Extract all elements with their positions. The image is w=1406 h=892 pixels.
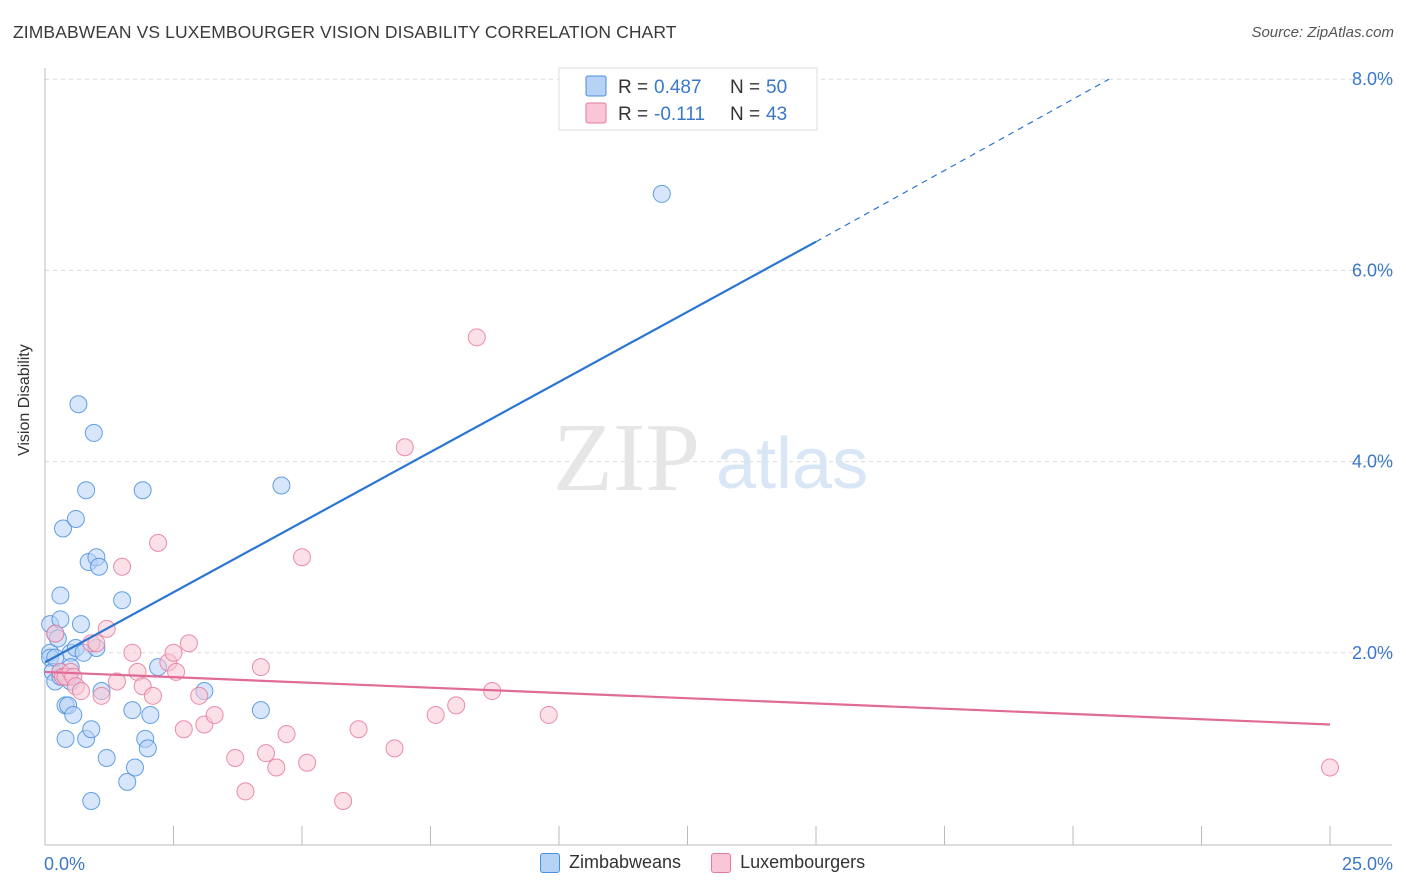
y-tick-label: 8.0% [1352,69,1393,89]
data-point-luxembourger [226,748,245,767]
data-point-zimbabwean [69,395,88,414]
data-point-luxembourger [123,643,142,662]
source-credit[interactable]: Source: ZipAtlas.com [1251,24,1394,41]
data-point-zimbabwean [82,720,101,739]
legend-swatch-pink [711,852,732,873]
legend-swatch-blue [540,852,560,873]
legend-label-luxembourgers: Luxembourgers [740,852,866,872]
legend-label-zimbabweans: Zimbabweans [569,852,682,872]
chart-title: ZIMBABWEAN VS LUXEMBOURGER VISION DISABI… [13,22,677,42]
data-point-luxembourger [143,686,162,705]
data-point-zimbabwean [272,476,291,495]
watermark: ZIP atlas [553,404,868,512]
trendline-zimbabweans [44,240,817,664]
data-point-zimbabwean [118,772,137,791]
data-point-luxembourger [107,672,126,691]
data-point-luxembourger [71,682,90,701]
legend-item-luxembourgers[interactable]: Luxembourgers [711,852,865,873]
data-point-zimbabwean [56,729,75,748]
data-point-zimbabwean [113,591,132,610]
data-point-zimbabwean [53,519,72,538]
data-point-zimbabwean [51,586,70,605]
data-point-luxembourger [298,753,317,772]
stats-r-label: R = [618,77,648,98]
data-point-luxembourger [257,744,276,763]
data-point-zimbabwean [66,509,85,528]
data-point-luxembourger [164,643,183,662]
stats-swatch [585,75,607,97]
legend-item-zimbabweans[interactable]: Zimbabweans [540,852,681,873]
data-point-luxembourger [426,705,445,724]
stats-legend: R = 0.487 N = 50 R = -0.111 N = 43 [558,67,818,131]
stats-swatch [585,102,607,124]
data-point-luxembourger [46,624,65,643]
grid-layer: 2.0% 4.0% 6.0% 8.0% [45,69,1393,663]
y-tick-label: 2.0% [1352,643,1393,663]
series-legend: Zimbabweans Luxembourgers [540,852,895,873]
y-tick-label: 4.0% [1352,452,1393,472]
data-point-luxembourger [174,720,193,739]
data-point-luxembourger [349,720,368,739]
trendline-luxembourgers [44,670,1331,726]
data-point-luxembourger [293,548,311,567]
trendline-zimbabweans-extension [815,78,1110,243]
data-point-luxembourger [179,634,198,653]
data-point-zimbabwean [141,705,160,724]
data-point-zimbabwean [77,481,96,500]
data-point-zimbabwean [138,739,157,758]
data-point-luxembourger [277,725,296,744]
data-point-luxembourger [267,758,286,777]
data-point-zimbabwean [82,791,101,810]
axis-layer: 0.0% 25.0% [44,68,1393,874]
data-point-luxembourger [149,533,168,552]
data-point-zimbabwean [652,184,671,203]
y-tick-label: 6.0% [1352,260,1393,280]
data-point-luxembourger [251,658,270,677]
stats-r-label: R = [618,104,648,125]
data-point-luxembourger [334,791,353,810]
x-tick-label-min: 0.0% [44,854,85,874]
data-point-luxembourger [539,705,558,724]
stats-r-value: -0.111 [654,104,705,125]
stats-n-label: N = [730,104,760,125]
data-point-luxembourger [190,686,209,705]
stats-r-value: 0.487 [654,77,702,98]
data-point-luxembourger [467,328,486,347]
data-point-zimbabwean [133,481,152,500]
points-layer [41,184,1339,810]
data-point-luxembourger [92,686,111,705]
data-point-luxembourger [447,696,466,715]
data-point-luxembourger [1321,758,1339,777]
data-point-zimbabwean [125,758,144,777]
watermark-zip: ZIP [553,404,700,512]
x-tick-label-max: 25.0% [1342,854,1393,874]
data-point-zimbabwean [64,705,83,724]
data-point-zimbabwean [71,615,90,634]
data-point-luxembourger [113,557,132,576]
data-point-zimbabwean [84,423,103,442]
data-point-luxembourger [205,705,224,724]
data-point-luxembourger [236,782,255,801]
trend-layer [44,78,1331,726]
data-point-zimbabwean [97,748,116,767]
data-point-luxembourger [395,438,414,457]
data-point-zimbabwean [123,701,142,720]
data-point-zimbabwean [89,557,108,576]
watermark-atlas: atlas [716,424,868,504]
stats-n-value: 50 [766,77,787,98]
stats-n-value: 43 [766,104,787,125]
data-point-luxembourger [385,739,404,758]
data-point-zimbabwean [251,701,270,720]
stats-n-label: N = [730,77,760,98]
